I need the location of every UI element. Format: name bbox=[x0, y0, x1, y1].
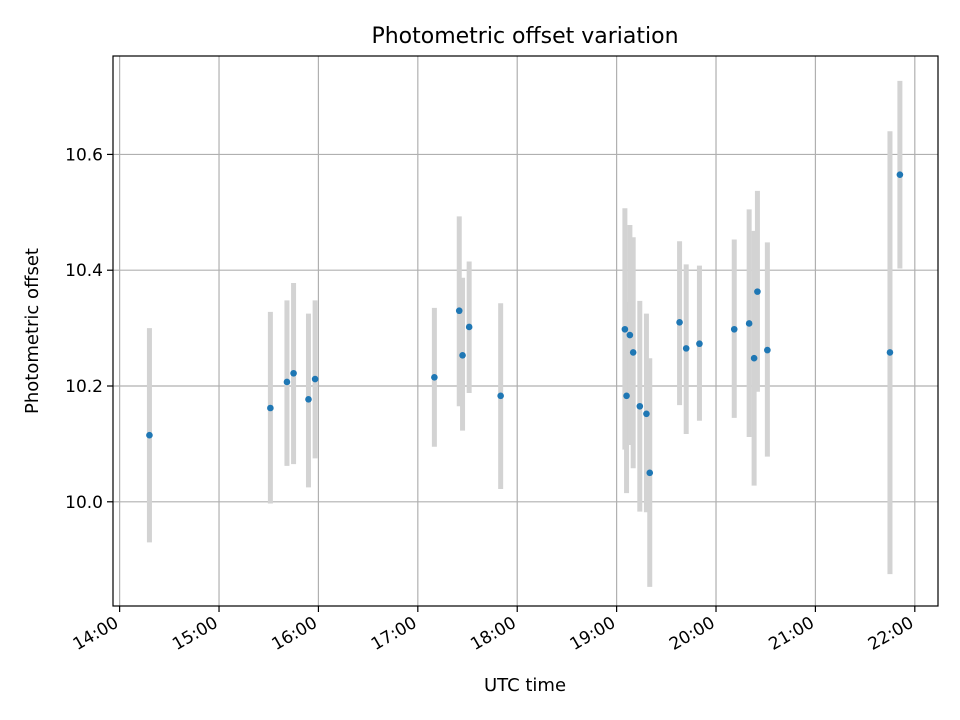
data-point bbox=[626, 331, 634, 339]
data-point bbox=[886, 349, 894, 356]
y-tick-label: 10.2 bbox=[65, 377, 103, 397]
data-point bbox=[431, 374, 438, 381]
plot-frame bbox=[112, 55, 939, 607]
data-point bbox=[696, 340, 703, 348]
data-point bbox=[636, 402, 644, 410]
data-point bbox=[497, 392, 504, 400]
data-point bbox=[676, 319, 683, 326]
y-axis: 10.0 10.2 10.4 10.6 bbox=[65, 145, 113, 513]
data-point bbox=[754, 288, 761, 295]
grid bbox=[113, 56, 938, 606]
data-point bbox=[646, 469, 654, 477]
data-point bbox=[764, 346, 771, 354]
data-point bbox=[146, 431, 153, 439]
y-tick-label: 10.6 bbox=[65, 145, 103, 165]
y-tick-label: 10.4 bbox=[65, 261, 103, 281]
data-point bbox=[459, 352, 466, 359]
data-points bbox=[146, 171, 904, 477]
y-tick-label: 10.0 bbox=[65, 493, 103, 513]
data-point bbox=[629, 349, 637, 356]
y-axis-label: Photometric offset bbox=[22, 248, 43, 414]
data-point bbox=[643, 410, 650, 418]
x-axis-label: UTC time bbox=[484, 675, 566, 696]
data-point bbox=[750, 354, 758, 362]
data-point bbox=[682, 345, 690, 352]
data-point bbox=[896, 171, 904, 178]
data-point bbox=[283, 378, 291, 386]
data-point bbox=[305, 396, 312, 403]
data-point bbox=[745, 320, 753, 327]
data-point bbox=[465, 323, 473, 331]
data-point bbox=[311, 375, 319, 383]
chart-title: Photometric offset variation bbox=[371, 24, 678, 49]
data-point bbox=[267, 404, 274, 412]
data-point bbox=[621, 325, 629, 333]
data-point bbox=[455, 307, 463, 315]
data-point bbox=[290, 369, 297, 377]
data-point bbox=[623, 392, 630, 400]
data-point bbox=[730, 325, 738, 333]
